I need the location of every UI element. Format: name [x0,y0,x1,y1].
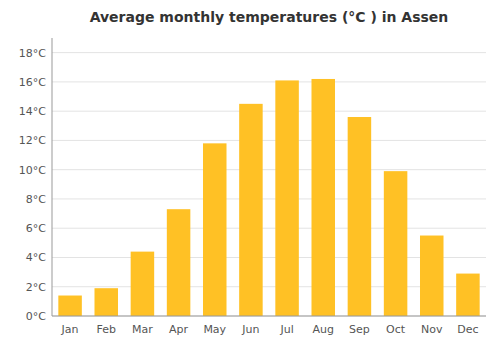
grid-line [52,228,486,229]
x-tick-label: Feb [97,323,116,336]
x-axis-line [52,316,486,317]
y-axis: 0°C 2°C 4°C 6°C 8°C 10°C 12°C 14°C 16°C 18°C [19,47,46,323]
x-axis: Jan Feb Mar Apr May Jun Jul Aug Sep Oct Nov Dec [61,323,479,336]
grid-line [52,198,486,199]
bar [420,236,444,316]
grid-line [52,140,486,141]
grid [52,53,486,316]
y-tick-label: 0°C [26,310,46,323]
y-axis-line [52,38,53,316]
x-tick-label: Sep [349,323,370,336]
x-tick-label: Dec [457,323,478,336]
bar [311,79,335,316]
bars [58,79,479,316]
y-tick-label: 6°C [26,222,46,235]
bar [456,274,480,316]
y-tick-label: 12°C [19,134,46,147]
x-tick-label: May [203,323,226,336]
chart-container: Average monthly temperatures (°C ) in As… [0,0,500,350]
grid-line [52,111,486,112]
y-tick-label: 14°C [19,105,46,118]
y-tick-label: 18°C [19,47,46,60]
title: Average monthly temperatures (°C ) in As… [90,9,449,25]
bar [131,252,155,316]
chart-svg: Average monthly temperatures (°C ) in As… [0,0,500,350]
x-tick-label: Jan [61,323,79,336]
bar [239,104,263,316]
x-tick-label: Oct [386,323,406,336]
y-tick-label: 10°C [19,164,46,177]
bar [94,288,118,316]
y-tick-label: 8°C [26,193,46,206]
bar [167,209,191,316]
x-tick-label: Apr [169,323,189,336]
x-tick-label: Jun [241,323,259,336]
y-tick-label: 16°C [19,76,46,89]
x-tick-label: Jul [279,323,293,336]
y-tick-label: 2°C [26,281,46,294]
bar [58,296,82,316]
grid-line [52,81,486,82]
x-tick-label: Mar [132,323,153,336]
x-tick-label: Nov [421,323,443,336]
bar [384,171,408,316]
bar [275,80,299,316]
background [0,0,500,350]
grid-line [52,316,486,317]
bar [203,143,227,316]
x-tick-label: Aug [313,323,334,336]
grid-line [52,52,486,53]
grid-line [52,169,486,170]
y-tick-label: 4°C [26,251,46,264]
bar [348,117,372,316]
